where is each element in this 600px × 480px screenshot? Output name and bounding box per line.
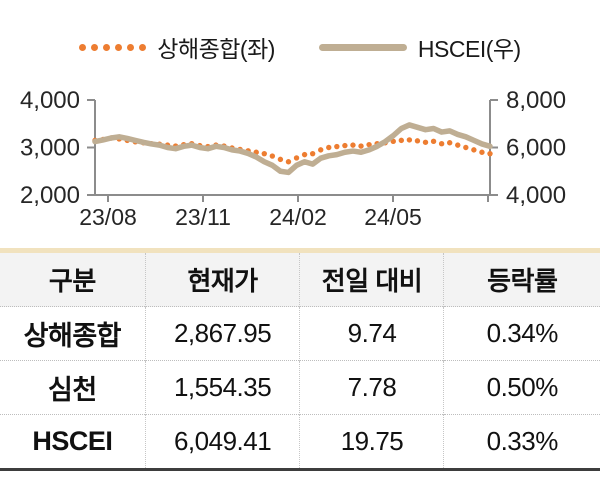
column-header-day-change: 전일 대비 (299, 250, 444, 307)
table-header-row: 구분 현재가 전일 대비 등락률 (0, 250, 600, 307)
column-header-change-rate: 등락률 (443, 250, 600, 307)
quote-table: 구분 현재가 전일 대비 등락률 상해종합 2,867.95 9.74 0.34% 심천… (0, 248, 600, 471)
y-right-tick-label: 6,000 (506, 135, 566, 162)
column-header-current-price: 현재가 (144, 250, 300, 307)
y-left-tick-label: 4,000 (20, 87, 80, 114)
series-shanghai-dots (92, 135, 493, 165)
cell-value: 7.78 (299, 360, 444, 415)
solid-line-marker-icon (318, 43, 407, 51)
dotted-line-marker-icon (79, 43, 147, 51)
cell-index-name: 상해종합 (23, 321, 122, 351)
table-row: 상해종합 2,867.95 9.74 0.34% (0, 306, 600, 361)
y-left-tick-label: 2,000 (20, 182, 80, 209)
chart-legend: 상해종합(좌) HSCEI(우) (0, 30, 600, 64)
table-row: 심천 1,554.35 7.78 0.50% (0, 360, 600, 415)
chart-tick-labels: 4,000 3,000 2,000 8,000 6,000 4,000 23/08 23/11… (20, 87, 566, 230)
cell-value: 1,554.35 (144, 360, 300, 415)
y-right-tick-label: 4,000 (506, 182, 566, 209)
cell-value: 0.33% (443, 414, 600, 470)
y-left-tick-label: 3,000 (20, 135, 80, 162)
legend-label-shanghai: 상해종합(좌) (157, 36, 275, 62)
cell-value: 9.74 (299, 306, 444, 361)
cell-index-name: HSCEI (32, 426, 113, 456)
cell-index-name: 심천 (48, 375, 97, 405)
legend-item-hscei: HSCEI(우) (318, 30, 521, 64)
legend-item-shanghai: 상해종합(좌) (79, 30, 275, 64)
chart-axes (87, 99, 498, 202)
cell-value: 2,867.95 (144, 306, 300, 361)
cell-value: 6,049.41 (144, 414, 300, 470)
series-hscei-line (92, 122, 493, 176)
x-tick-label: 24/05 (364, 204, 422, 230)
x-tick-label: 23/11 (175, 204, 231, 230)
table-row: HSCEI 6,049.41 19.75 0.33% (0, 414, 600, 470)
x-tick-label: 23/08 (79, 204, 137, 230)
cell-value: 0.50% (443, 360, 600, 415)
y-right-tick-label: 8,000 (506, 87, 566, 114)
index-line-chart: 4,000 3,000 2,000 8,000 6,000 4,000 23/08 23/11… (20, 87, 566, 230)
cell-value: 19.75 (299, 414, 444, 470)
legend-label-hscei: HSCEI(우) (417, 36, 521, 62)
cell-value: 0.34% (443, 306, 600, 361)
x-tick-label: 24/02 (269, 204, 327, 230)
column-header-category: 구분 (48, 266, 96, 296)
